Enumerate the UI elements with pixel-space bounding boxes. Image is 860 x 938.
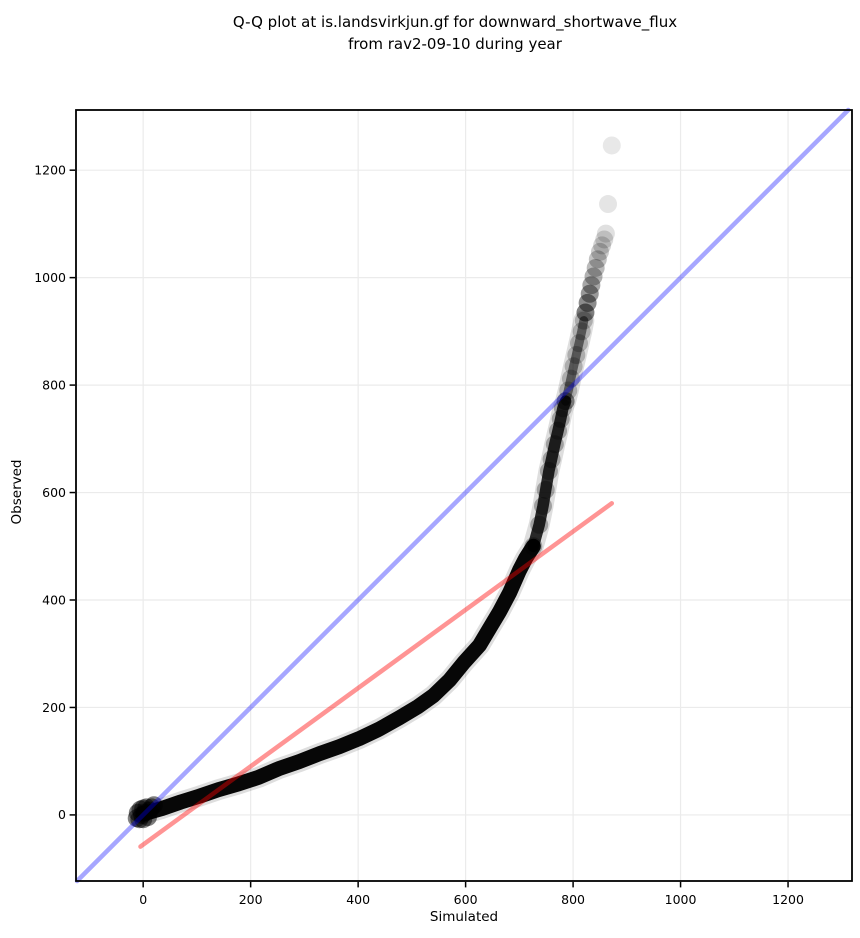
data-point [582,276,601,295]
data-point [595,230,614,249]
data-point [524,537,543,556]
chart-title-line2: from rav2-09-10 during year [348,35,563,53]
x-tick-label: 1200 [772,892,804,907]
x-tick-label: 0 [139,892,147,907]
identity-line [74,107,851,884]
data-point [539,462,558,481]
y-axis-label: Observed [9,460,25,525]
data-point [570,334,589,353]
fit-line-segment [138,501,615,849]
gridlines [76,110,852,881]
y-tick-label: 600 [42,485,66,500]
data-point [564,357,583,376]
y-tick-label: 1200 [34,162,66,177]
data-point [602,136,621,155]
scatter-band-light [561,316,589,406]
y-tick-label: 0 [58,807,66,822]
data-point [567,346,586,365]
scatter-band-mid [527,395,572,553]
y-tick-label: 1000 [34,270,66,285]
x-tick-label: 600 [454,892,478,907]
scatter-band-solid [135,538,541,822]
data-point [551,409,570,428]
y-tick-label: 400 [42,592,66,607]
y-tick-label: 200 [42,700,66,715]
y-axis: 0 200 400 600 800 1000 1200 [34,162,76,822]
data-point [572,322,591,341]
data-point [596,224,615,243]
x-tick-label: 1000 [665,892,697,907]
x-tick-label: 800 [561,892,585,907]
data-point [530,515,549,534]
x-axis: 0 200 400 600 800 1000 1200 [139,881,804,907]
data-point [549,421,568,440]
data-point [578,293,597,312]
data-point [556,392,575,411]
y-tick-label: 800 [42,377,66,392]
data-point [588,250,607,269]
data-point [536,480,555,499]
data-point [590,242,609,261]
data-point [593,236,612,255]
data-point [586,258,605,277]
fit-line [138,501,615,849]
data-point [576,303,595,322]
scatter-series [127,136,621,829]
data-point [533,496,552,515]
plot-border [75,109,853,882]
data-point [580,284,599,303]
x-tick-label: 200 [239,892,263,907]
x-tick-label: 400 [346,892,370,907]
data-point [584,267,603,286]
data-point [561,369,580,388]
x-axis-label: Simulated [430,909,498,925]
data-point [542,450,561,469]
data-point [599,195,618,214]
data-point [545,435,564,454]
data-point [559,381,578,400]
chart-title-line1: Q-Q plot at is.landsvirkjun.gf for downw… [233,13,677,32]
identity-line-segment [74,107,851,884]
